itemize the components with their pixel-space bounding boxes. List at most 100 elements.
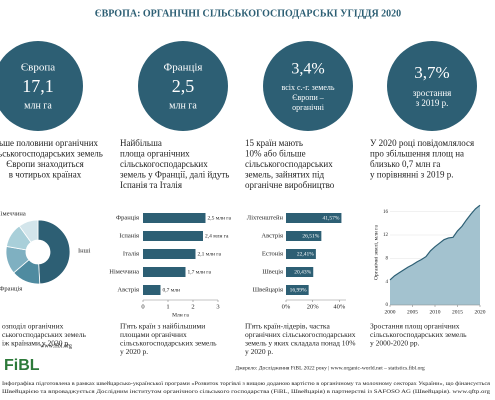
panel-text: сільськогосподарських	[245, 159, 333, 169]
bar-value-label: 1,7 млн га	[188, 269, 212, 275]
bar-value-label: 2,4 млн га	[205, 233, 229, 239]
panel-caption: площами органічних	[120, 330, 187, 339]
bar	[286, 231, 322, 241]
stat-text: всіх с.-г. земель	[281, 83, 334, 92]
bar	[143, 249, 196, 259]
panel-caption: озподіл органічних	[2, 322, 64, 331]
bar-value-label: 16,99%	[290, 287, 307, 293]
bar	[286, 285, 309, 295]
bar-category: Австрія	[261, 232, 283, 239]
stat-circle	[387, 41, 477, 131]
bar-category: Швеція	[262, 268, 283, 275]
bar	[143, 231, 203, 241]
bar-category: Австрія	[117, 286, 139, 293]
stat-text: 17,1	[22, 76, 54, 96]
footer-note: Інфографіка підготовлена в рамках швейца…	[2, 382, 491, 387]
stat-text: Європа	[21, 62, 55, 74]
x-axis-label: Млн га	[172, 312, 189, 318]
bar	[286, 267, 314, 277]
y-tick-label: 0	[386, 303, 389, 308]
stat-text: органічні	[292, 103, 325, 112]
bar-value-label: 0,7 млн	[163, 287, 180, 293]
pie-label: Франція	[0, 285, 22, 292]
stat-circle	[263, 41, 353, 131]
panel-text: в чотирьох країнах	[9, 170, 82, 180]
panel-caption: іж країнами у 2020 р.	[2, 339, 70, 348]
stat-text: Франція	[164, 62, 203, 74]
bar-value-label: 41,57%	[322, 215, 339, 221]
bar-value-label: 26,51%	[302, 233, 319, 239]
bar-value-label: 20,43%	[294, 269, 311, 275]
bar-category: Німеччина	[109, 268, 139, 275]
panel-text: У 2020 році повідомлялося	[370, 138, 474, 148]
x-tick-label: 2000	[385, 309, 396, 315]
panel-caption: Зростання площ органічних	[370, 322, 460, 331]
bar-value-label: 2,5 млн га	[208, 215, 232, 221]
stat-circle	[0, 41, 83, 131]
stat-text: 3,7%	[414, 63, 449, 82]
panel-text: сільськогосподарських земель	[0, 149, 103, 159]
stat-text: 3,4%	[291, 61, 324, 78]
stat-circle	[138, 41, 228, 131]
bar-category: Іспанія	[119, 232, 139, 239]
bar	[143, 285, 161, 295]
panel-text: 15 країн мають	[245, 138, 303, 148]
y-axis-label: Органічні землі, млн га	[373, 225, 379, 280]
y-tick-label: 4	[386, 280, 389, 285]
footer-note: Швейцарією та впроваджується Дослідним і…	[2, 390, 491, 395]
x-tick-label: 2005	[407, 309, 418, 315]
x-tick-label: 1	[166, 303, 169, 310]
fibl-site: www.fibl.org	[40, 342, 72, 349]
panel-caption: ськогосподарських земель	[2, 330, 87, 339]
panel-caption: у 2000-2020 рр.	[370, 339, 419, 348]
stat-text: 2,5	[172, 76, 195, 96]
panel-text: земель, зайнятих під	[245, 170, 324, 180]
panel-caption: органічних сільськогосподарських	[245, 330, 356, 339]
x-tick-label: 2020	[475, 309, 486, 315]
bar-category: Ліхтенштейн	[247, 214, 284, 221]
bar	[286, 213, 342, 223]
panel-text: Європи знаходиться	[6, 159, 83, 169]
x-tick-label: 0%	[282, 303, 291, 310]
stat-text: зростання	[413, 88, 452, 98]
bar-category: Франція	[116, 214, 139, 221]
title: ЄВРОПА: ОРГАНІЧНІ СІЛЬСЬКОГОСПОДАРСЬКІ У…	[95, 8, 401, 19]
y-tick-label: 8	[386, 256, 389, 261]
panel-caption: земель у яких складала понад 10%	[245, 339, 356, 348]
bar	[143, 267, 186, 277]
x-tick-label: 3	[216, 303, 219, 310]
pie-slice	[37, 219, 71, 285]
source: Джерело: Дослідження FiBL 2022 року | ww…	[235, 364, 425, 371]
x-tick-label: 0	[141, 303, 144, 310]
panel-text: сільськогосподарських	[120, 159, 208, 169]
panel-caption: сільськогосподарських земель	[370, 330, 467, 339]
stat-text: Європи –	[292, 93, 325, 102]
x-tick-label: 20%	[307, 303, 320, 310]
stat-text: млн га	[24, 100, 52, 111]
panel-caption: у 2020 р.	[245, 347, 273, 356]
panel-text: Найбільша	[120, 138, 162, 148]
pie-label: Німеччина	[0, 210, 26, 217]
x-tick-label: 2010	[430, 309, 441, 315]
panel-caption: П'ять країн-лідерів, частка	[245, 322, 330, 331]
panel-text: органічне виробництво	[245, 180, 335, 190]
panel-text: ільше половини органічних	[0, 138, 99, 148]
area-line	[389, 204, 481, 281]
x-tick-label: 2015	[452, 309, 463, 315]
stat-text: з 2019 р.	[416, 98, 449, 108]
y-tick-label: 12	[383, 233, 389, 238]
bar	[143, 213, 206, 223]
panel-caption: у 2020 р.	[120, 347, 148, 356]
panel-text: площа органічних	[120, 149, 190, 159]
area	[390, 205, 480, 305]
y-tick-label: 16	[383, 210, 389, 215]
panel-text: земель у Франції, далі йдуть	[120, 170, 229, 180]
panel-caption: сільськогосподарських земель	[120, 339, 217, 348]
pie-slice	[18, 219, 39, 243]
bar-category: Естонія	[262, 250, 283, 257]
bar-category: Швейцарія	[253, 286, 283, 293]
panel-caption: П'ять країн з найбільшими	[120, 322, 205, 331]
pie-label: Інші	[78, 247, 91, 254]
logo: FiBL	[4, 357, 40, 374]
